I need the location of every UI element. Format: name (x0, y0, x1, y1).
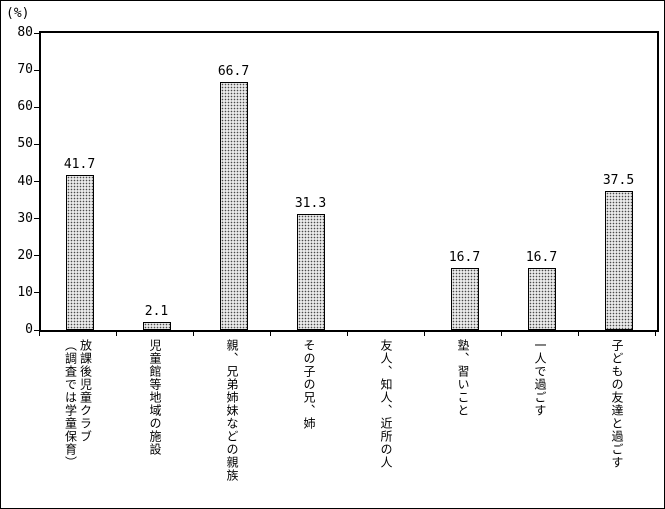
x-axis-tick (347, 332, 348, 336)
y-axis-tick (34, 329, 39, 331)
category-label: 放課後児童クラブ （調査では学童保育） (63, 339, 93, 469)
bar-value-label: 16.7 (448, 250, 481, 265)
x-axis-tick (655, 332, 656, 336)
x-axis-tick (501, 332, 502, 336)
y-axis-tick-label: 40 (17, 173, 33, 189)
y-axis-tick-label: 10 (17, 284, 33, 300)
bar (527, 268, 556, 330)
x-axis-tick (424, 332, 425, 336)
bar (604, 191, 633, 330)
category-label: その子の兄、姉 (302, 339, 316, 430)
x-axis-tick (39, 332, 40, 336)
y-axis-tick-label: 70 (17, 62, 33, 78)
y-axis-tick-label: 30 (17, 210, 33, 226)
y-axis-tick (34, 106, 39, 108)
bar (296, 214, 325, 330)
y-axis-tick (34, 32, 39, 34)
y-axis-tick (34, 69, 39, 71)
x-axis-tick (193, 332, 194, 336)
category-label: 親、兄弟姉妹などの親族 (225, 339, 239, 482)
bar-value-label: 31.3 (294, 196, 327, 211)
bar-value-label: 2.1 (144, 304, 169, 319)
x-axis-tick (578, 332, 579, 336)
bar-value-label: 66.7 (217, 64, 250, 79)
y-axis-tick (34, 218, 39, 220)
bar (450, 268, 479, 330)
category-label: 友人、知人、近所の人 (379, 339, 393, 469)
y-axis-tick-label: 50 (17, 136, 33, 152)
y-axis-tick-label: 20 (17, 247, 33, 263)
bar-value-label: 37.5 (602, 173, 635, 188)
y-axis-unit-label: (%) (6, 6, 30, 21)
plot-area: 41.7 2.1 66.7 31.3 16.7 16.7 37.5 (39, 31, 659, 332)
y-axis-tick (34, 292, 39, 294)
category-label: 児童館等地域の施設 (148, 339, 162, 456)
bar (142, 322, 171, 330)
bar-value-label: 16.7 (525, 250, 558, 265)
y-axis-tick-label: 0 (25, 322, 33, 337)
x-axis-tick (116, 332, 117, 336)
bar (219, 82, 248, 330)
y-axis-tick (34, 255, 39, 257)
y-axis-tick (34, 181, 39, 182)
y-axis-tick-label: 80 (17, 25, 33, 40)
category-label: 子どもの友達と過ごす (610, 339, 624, 469)
bar-value-label: 41.7 (63, 157, 96, 172)
x-axis-tick (270, 332, 271, 336)
bar (65, 175, 94, 330)
category-label: 一人で過ごす (533, 339, 547, 417)
y-axis-tick (34, 143, 39, 145)
category-label: 塾、習いこと (456, 339, 470, 417)
y-axis-tick-label: 60 (17, 99, 33, 115)
